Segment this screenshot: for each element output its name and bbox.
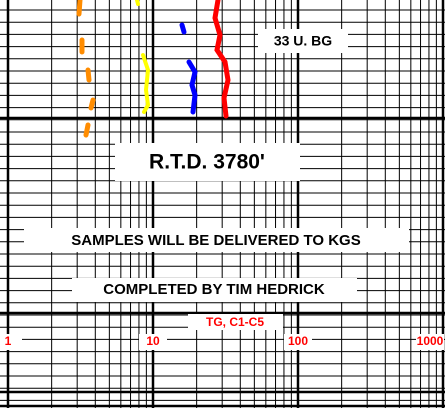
orange-curve xyxy=(76,0,96,138)
rtd-note: R.T.D. 3780' xyxy=(149,151,265,174)
label-bg xyxy=(72,278,357,302)
scale-tick-label: 1000 xyxy=(417,334,444,348)
scale-ticks: 1 10 100 1000 xyxy=(0,334,444,350)
label-bg xyxy=(416,334,444,350)
scale-tick-label: 100 xyxy=(288,334,308,348)
label-bg xyxy=(139,334,167,350)
label-bg xyxy=(284,334,312,350)
label-bg xyxy=(115,143,300,181)
scale-tick-label: 10 xyxy=(146,334,160,348)
scale-tick-label: 1 xyxy=(5,334,12,348)
samples-note: SAMPLES WILL BE DELIVERED TO KGS xyxy=(71,232,360,249)
completed-note: COMPLETED BY TIM HEDRICK xyxy=(103,281,325,298)
label-bg xyxy=(258,29,348,53)
bg-gas-note: 33 U. BG xyxy=(274,33,332,49)
blue-curve xyxy=(179,22,198,115)
label-bg xyxy=(0,334,22,350)
scale-label: TG, C1-C5 xyxy=(206,315,264,329)
yellow-curve xyxy=(135,0,151,114)
label-bg xyxy=(24,228,409,252)
label-bg xyxy=(188,314,283,330)
red-curve xyxy=(212,0,231,119)
